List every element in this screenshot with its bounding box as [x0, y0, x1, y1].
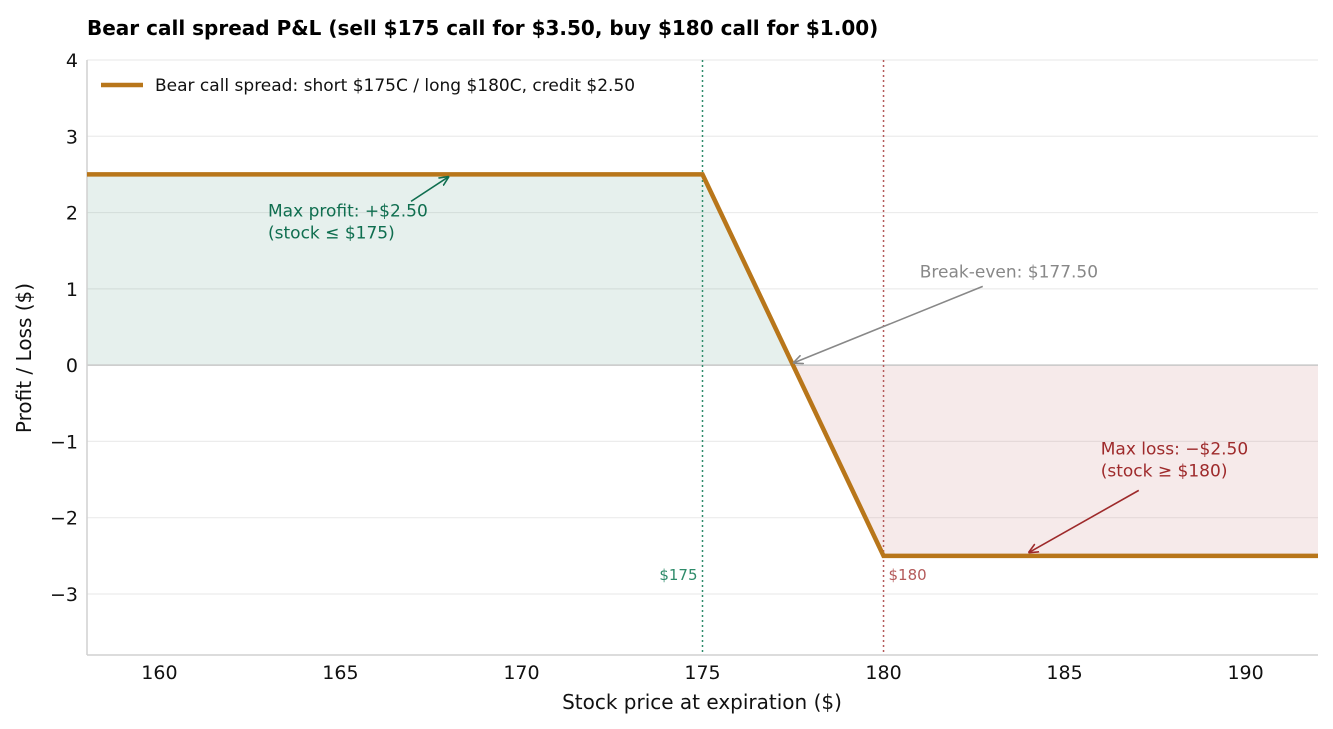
x-tick-label: 160 — [141, 662, 177, 684]
chart-title: Bear call spread P&L (sell $175 call for… — [87, 16, 878, 40]
annotation-line: Break-even: $177.50 — [920, 262, 1098, 282]
y-tick-label: −3 — [50, 584, 78, 606]
annotation-line: (stock ≤ $175) — [268, 223, 395, 243]
annotation-line: Max loss: −$2.50 — [1101, 439, 1248, 459]
x-tick-label: 170 — [503, 662, 539, 684]
y-axis-label: Profit / Loss ($) — [12, 283, 36, 433]
x-tick-label: 165 — [322, 662, 358, 684]
x-axis-label: Stock price at expiration ($) — [562, 690, 842, 714]
x-tick-label: 175 — [684, 662, 720, 684]
loss-region — [793, 365, 1318, 556]
annotation-line: Max profit: +$2.50 — [268, 201, 428, 221]
annotation-label: Max profit: +$2.50 (stock ≤ $175) — [268, 201, 428, 243]
annotation-label: Break-even: $177.50 — [920, 262, 1098, 282]
annotation-arrow — [1028, 489, 1140, 552]
series-line — [87, 172, 1318, 559]
y-tick-label: 2 — [66, 203, 78, 225]
x-tick-label: 190 — [1227, 662, 1263, 684]
profit-region — [87, 174, 794, 366]
y-tick-label: −1 — [50, 431, 78, 453]
x-tick-label: 180 — [865, 662, 901, 684]
y-tick-label: 4 — [66, 50, 78, 72]
annotation-label: Max loss: −$2.50 (stock ≥ $180) — [1101, 439, 1248, 481]
y-tick-label: 0 — [66, 355, 78, 377]
y-tick-label: 3 — [66, 126, 78, 148]
annotation-arrow — [793, 285, 984, 363]
y-tick-label: −2 — [50, 508, 78, 530]
annotation-line: (stock ≥ $180) — [1101, 461, 1228, 481]
y-tick-label: 1 — [66, 279, 78, 301]
strike-label: $180 — [889, 566, 927, 584]
annotation-arrow — [410, 176, 449, 203]
strike-label: $175 — [659, 566, 697, 584]
legend-label: Bear call spread: short $175C / long $18… — [155, 76, 635, 96]
x-tick-label: 185 — [1046, 662, 1082, 684]
